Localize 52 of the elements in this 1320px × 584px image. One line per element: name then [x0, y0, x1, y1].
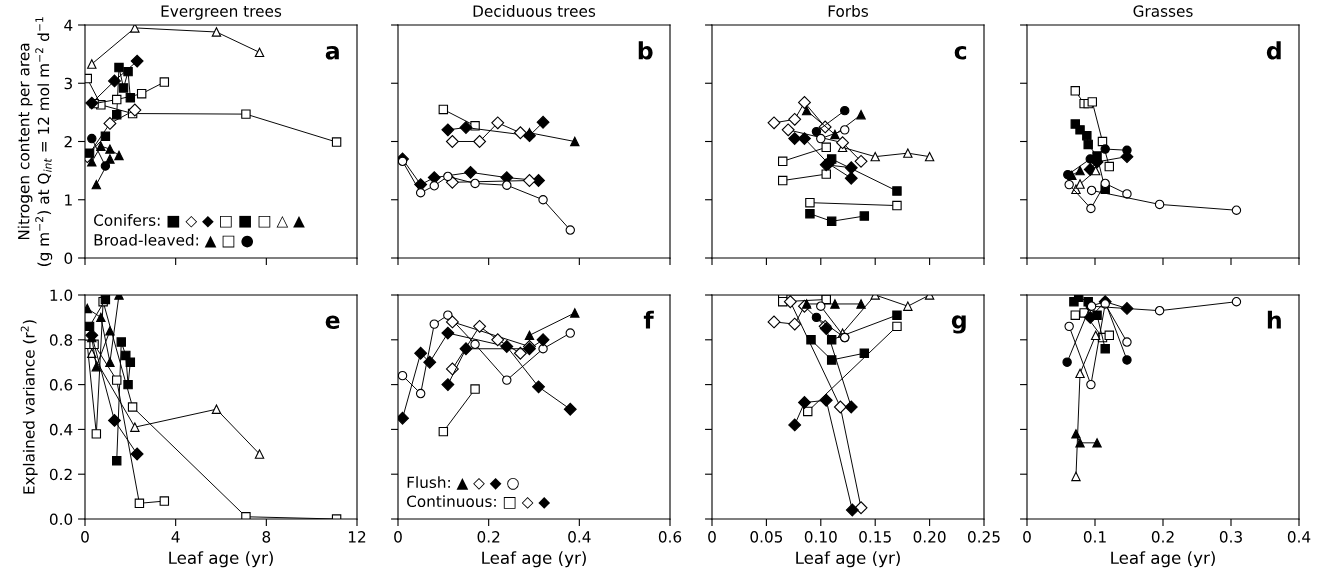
x-axis-title: Leaf age (yr) — [169, 551, 273, 568]
x-tick-label: 0.2 — [1151, 531, 1174, 543]
y-tick-label: 1 — [65, 194, 72, 206]
x-tick-label: 0 — [1023, 531, 1031, 543]
y-tick-label: 3 — [64, 77, 72, 90]
x-tick-label: 0.4 — [1287, 531, 1311, 543]
x-tick-label: 0.4 — [568, 531, 591, 543]
chart-title: Deciduous trees — [473, 5, 596, 17]
x-tick-label: 4 — [171, 531, 180, 543]
annotation: b — [638, 41, 653, 60]
x-tick-label: 0 — [708, 531, 716, 543]
x-tick-label: 0.20 — [913, 531, 946, 543]
annotation: Flush: ▲ ◇ ◆ ○ — [407, 476, 519, 490]
y-tick-label: 1.0 — [50, 289, 73, 302]
x-tick-label: 0.05 — [750, 531, 783, 543]
chart-title: Forbs — [828, 5, 869, 17]
x-tick-label: 0 — [394, 531, 402, 543]
annotation: g — [951, 315, 966, 334]
x-tick-label: 8 — [262, 531, 271, 543]
y-tick-label: 0.8 — [49, 334, 73, 346]
annotation: h — [1267, 310, 1281, 329]
x-tick-label: 0 — [81, 531, 89, 543]
annotation: f — [643, 310, 654, 329]
annotation: d — [1266, 41, 1281, 60]
y-tick-label: 4 — [64, 19, 73, 31]
y-tick-label: 0.6 — [49, 379, 73, 391]
y-tick-label: 0.4 — [49, 423, 73, 436]
annotation: Continuous: □ ◇ ◆ — [407, 495, 551, 509]
x-tick-label: 0.25 — [968, 531, 1000, 543]
y-tick-label: 0 — [64, 252, 73, 265]
annotation: a — [325, 46, 339, 60]
chart-title: Grasses — [1133, 5, 1193, 17]
annotation: c — [954, 46, 967, 60]
y-axis-title: Explained variance (r$^{2}$) — [20, 320, 38, 494]
x-tick-label: 0.6 — [658, 531, 682, 543]
x-tick-label: 0.3 — [1219, 531, 1242, 543]
x-tick-label: 0.2 — [477, 531, 500, 543]
y-tick-label: 2 — [64, 135, 72, 148]
annotation: Broad-leaved: ▲ □ ● — [94, 233, 254, 248]
chart-title: Evergreen trees — [161, 5, 282, 20]
x-axis-title: Leaf age (yr) — [1111, 551, 1215, 568]
x-tick-label: 0.15 — [859, 531, 891, 543]
x-axis-title: Leaf age (yr) — [482, 551, 586, 568]
y-tick-label: 0.2 — [49, 468, 72, 481]
annotation: e — [325, 315, 340, 329]
x-tick-label: 0.1 — [1083, 531, 1106, 543]
y-tick-label: 0.0 — [49, 513, 73, 526]
x-axis-title: Leaf age (yr) — [796, 551, 900, 568]
x-tick-label: 0.10 — [804, 531, 837, 543]
annotation: Conifers: ■ ◇ ◆ □ ■ □ △ ▲ — [94, 214, 305, 228]
x-tick-label: 12 — [348, 531, 366, 543]
text: Nitrogen content per area (g m$^{−2}$) at Q$_{int}$ = 12 mol m$^{−2}$ d$^{−1}$ — [17, 17, 53, 266]
